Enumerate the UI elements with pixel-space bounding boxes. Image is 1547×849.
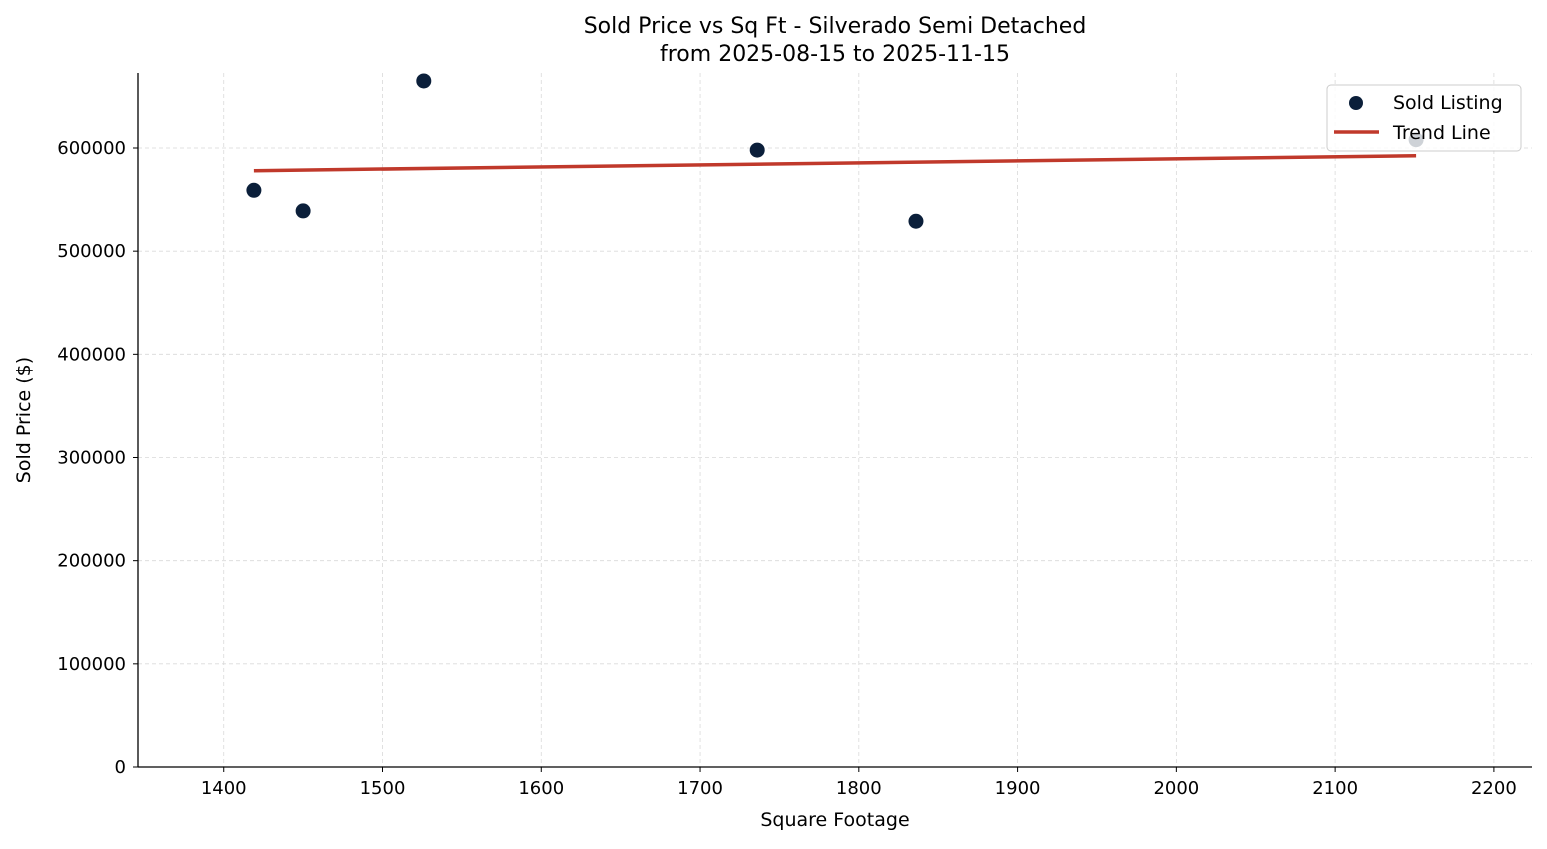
legend-label-sold-listing: Sold Listing: [1393, 92, 1503, 114]
y-tick-label: 400000: [57, 344, 126, 365]
y-axis-label: Sold Price ($): [13, 357, 35, 483]
x-tick-label: 1500: [360, 778, 406, 799]
data-point: [246, 182, 262, 198]
y-tick-label: 500000: [57, 241, 126, 262]
x-tick-label: 1600: [518, 778, 564, 799]
x-tick-label: 2100: [1312, 778, 1358, 799]
y-tick-label: 100000: [57, 654, 126, 675]
legend-box: [1326, 84, 1522, 152]
x-axis-label: Square Footage: [760, 809, 909, 831]
data-point: [295, 203, 311, 219]
legend: Sold Listing Trend Line: [1326, 84, 1522, 152]
x-tick-label: 1700: [677, 778, 723, 799]
x-tick-label: 1400: [201, 778, 247, 799]
x-tick-label: 1800: [836, 778, 882, 799]
grid: [138, 73, 1532, 768]
chart-title: Sold Price vs Sq Ft - Silverado Semi Det…: [584, 14, 1087, 39]
y-tick-label: 200000: [57, 551, 126, 572]
axes: 1400 1500 1600 1700 1800 1900 2000 2100 2200 0 100…: [57, 73, 1532, 799]
trend-line: [253, 153, 1417, 173]
points-layer: [246, 73, 1424, 229]
legend-label-trend-line: Trend Line: [1392, 122, 1491, 144]
x-tick-label: 2000: [1153, 778, 1199, 799]
y-tick-label: 0: [115, 757, 126, 778]
y-tick-label: 600000: [57, 138, 126, 159]
legend-marker-sold-listing: [1349, 96, 1363, 110]
data-point: [908, 213, 924, 229]
x-tick-label: 1900: [995, 778, 1041, 799]
chart-subtitle: from 2025-08-15 to 2025-11-15: [660, 42, 1010, 67]
y-tick-label: 300000: [57, 448, 126, 469]
data-point: [749, 142, 765, 158]
trend-line-layer: [253, 153, 1417, 173]
data-point: [416, 73, 432, 89]
x-tick-label: 2200: [1471, 778, 1517, 799]
